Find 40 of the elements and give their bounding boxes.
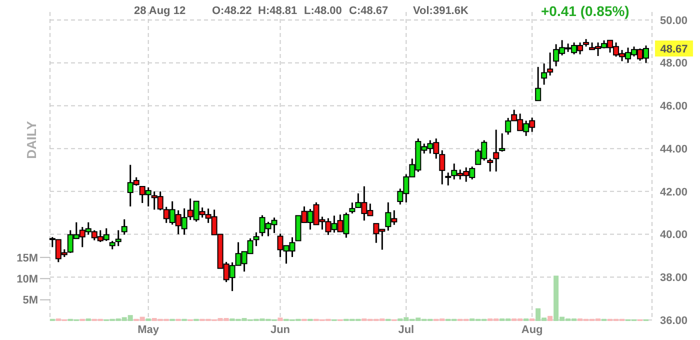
bar	[530, 318, 535, 321]
y-tick-label: 44.00	[660, 143, 688, 156]
bar	[548, 316, 553, 321]
y2-tick-label: 15M	[16, 252, 38, 264]
y-tick-label: 48.00	[660, 58, 688, 70]
text: C:48.67	[349, 5, 388, 17]
text: O:48.22	[212, 5, 252, 17]
text: L:48.00	[304, 5, 342, 17]
y-tick-label: 40.00	[660, 229, 688, 242]
text: 28 Aug 12	[134, 5, 186, 17]
candlestick	[487, 158, 494, 172]
text: +0.41 (0.85%)	[541, 3, 630, 19]
candlestick	[535, 66, 542, 102]
y-tick-label: 46.00	[660, 100, 688, 113]
candlestick	[115, 229, 122, 247]
x-tick-label: Jul	[398, 324, 414, 336]
y-tick-label: 38.00	[660, 272, 688, 284]
text: Vol:391.6K	[413, 5, 468, 17]
x-tick-label: May	[138, 324, 160, 336]
text: H:48.81	[258, 5, 298, 17]
x-tick-label: Aug	[521, 324, 543, 336]
candlestick	[493, 128, 500, 172]
candlestick	[253, 232, 260, 247]
candlestick	[121, 218, 128, 236]
candlestick	[349, 202, 356, 214]
candlestick	[439, 150, 446, 186]
bar	[86, 318, 91, 321]
candlestick	[499, 132, 506, 152]
text: DAILY	[24, 120, 39, 159]
y-tick-label: 42.00	[660, 186, 688, 198]
y2-tick-label: 10M	[16, 273, 38, 286]
y-tick-label: 36.00	[660, 314, 688, 327]
y2-tick-label: 5M	[22, 294, 38, 307]
bar	[278, 318, 283, 321]
bar	[524, 318, 529, 321]
annotation: 48.67	[660, 43, 688, 56]
y-tick-label: 50.00	[660, 14, 688, 27]
bar	[146, 318, 151, 321]
x-tick-label: Jun	[270, 324, 290, 336]
candlestick	[445, 172, 452, 186]
